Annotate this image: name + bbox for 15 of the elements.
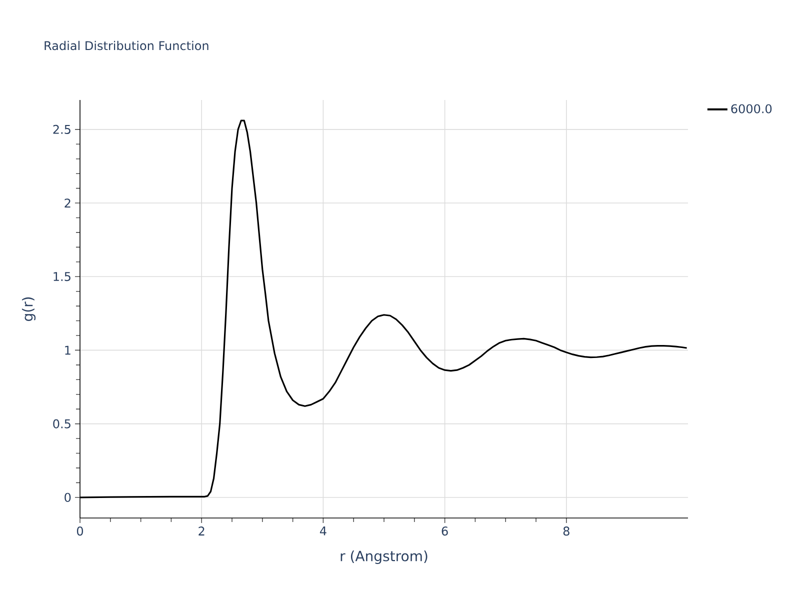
legend-label: 6000.0 bbox=[731, 104, 772, 114]
chart-title: Radial Distribution Function bbox=[44, 40, 208, 50]
y-axis-title: g(r) bbox=[22, 297, 36, 322]
y-tick-label: 1 bbox=[65, 346, 70, 355]
y-tick-label: 2.5 bbox=[53, 124, 70, 134]
x-tick-label: 8 bbox=[563, 526, 570, 536]
x-tick-label: 0 bbox=[76, 526, 84, 536]
y-tick-label: 0 bbox=[64, 492, 71, 502]
y-tick-label: 2 bbox=[64, 198, 70, 208]
x-tick-label: 4 bbox=[320, 526, 326, 536]
x-tick-label: 2 bbox=[198, 526, 204, 536]
y-tick-label: 1.5 bbox=[54, 272, 70, 282]
x-tick-label: 6 bbox=[442, 526, 448, 536]
y-tick-label: 0.5 bbox=[53, 419, 70, 428]
x-axis-title: r (Angstrom) bbox=[340, 550, 428, 564]
